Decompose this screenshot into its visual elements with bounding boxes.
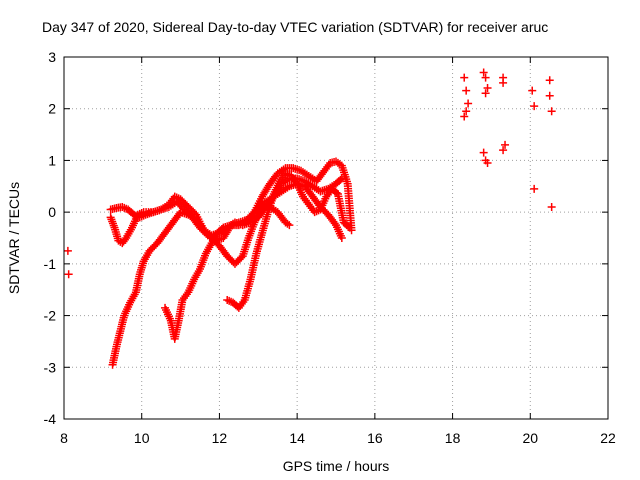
data-point bbox=[545, 76, 554, 85]
x-tick-label: 14 bbox=[289, 430, 305, 446]
data-point bbox=[483, 159, 492, 168]
data-point bbox=[547, 202, 556, 211]
data-point bbox=[479, 68, 488, 77]
y-tick-label: 0 bbox=[48, 204, 56, 220]
data-point bbox=[462, 107, 471, 116]
y-tick-label: -1 bbox=[44, 256, 57, 272]
x-tick-label: 18 bbox=[445, 430, 461, 446]
y-tick-label: 2 bbox=[48, 101, 56, 117]
data-point bbox=[285, 221, 294, 230]
x-tick-label: 22 bbox=[600, 430, 616, 446]
data-point bbox=[547, 107, 556, 116]
x-tick-label: 10 bbox=[134, 430, 150, 446]
x-tick-label: 8 bbox=[60, 430, 68, 446]
y-tick-label: -3 bbox=[44, 359, 57, 375]
chart-title: Day 347 of 2020, Sidereal Day-to-day VTE… bbox=[42, 19, 548, 35]
data-point bbox=[462, 86, 471, 95]
data-point bbox=[479, 148, 488, 157]
data-point bbox=[464, 99, 473, 108]
data-point bbox=[483, 84, 492, 93]
data-point bbox=[545, 91, 554, 100]
x-tick-label: 12 bbox=[212, 430, 228, 446]
data-point bbox=[528, 86, 537, 95]
y-tick-label: 1 bbox=[48, 152, 56, 168]
data-point bbox=[501, 140, 510, 149]
grid-lines bbox=[64, 57, 608, 419]
y-tick-label: -4 bbox=[44, 411, 57, 427]
x-axis-ticks: 8 10 12 14 16 18 20 22 bbox=[60, 57, 616, 446]
data-point bbox=[345, 223, 354, 232]
x-tick-label: 20 bbox=[522, 430, 538, 446]
data-point bbox=[499, 146, 508, 155]
x-tick-label: 16 bbox=[367, 430, 383, 446]
y-tick-label: -2 bbox=[44, 308, 57, 324]
y-axis-ticks: -4 -3 -2 -1 0 1 2 3 bbox=[44, 49, 608, 427]
data-point bbox=[530, 184, 539, 193]
plot-frame bbox=[63, 56, 609, 420]
data-points bbox=[63, 68, 556, 369]
y-axis-label: SDTVAR / TECUs bbox=[6, 182, 22, 294]
x-axis-label: GPS time / hours bbox=[283, 458, 390, 474]
data-point bbox=[460, 73, 469, 82]
y-tick-label: 3 bbox=[48, 49, 56, 65]
data-point bbox=[63, 246, 72, 255]
data-point bbox=[337, 234, 346, 242]
data-point bbox=[499, 78, 508, 87]
data-point bbox=[481, 73, 490, 82]
data-point bbox=[64, 270, 73, 279]
data-point bbox=[530, 102, 539, 111]
data-point bbox=[344, 222, 353, 231]
data-point bbox=[460, 112, 469, 121]
data-point bbox=[481, 89, 490, 98]
